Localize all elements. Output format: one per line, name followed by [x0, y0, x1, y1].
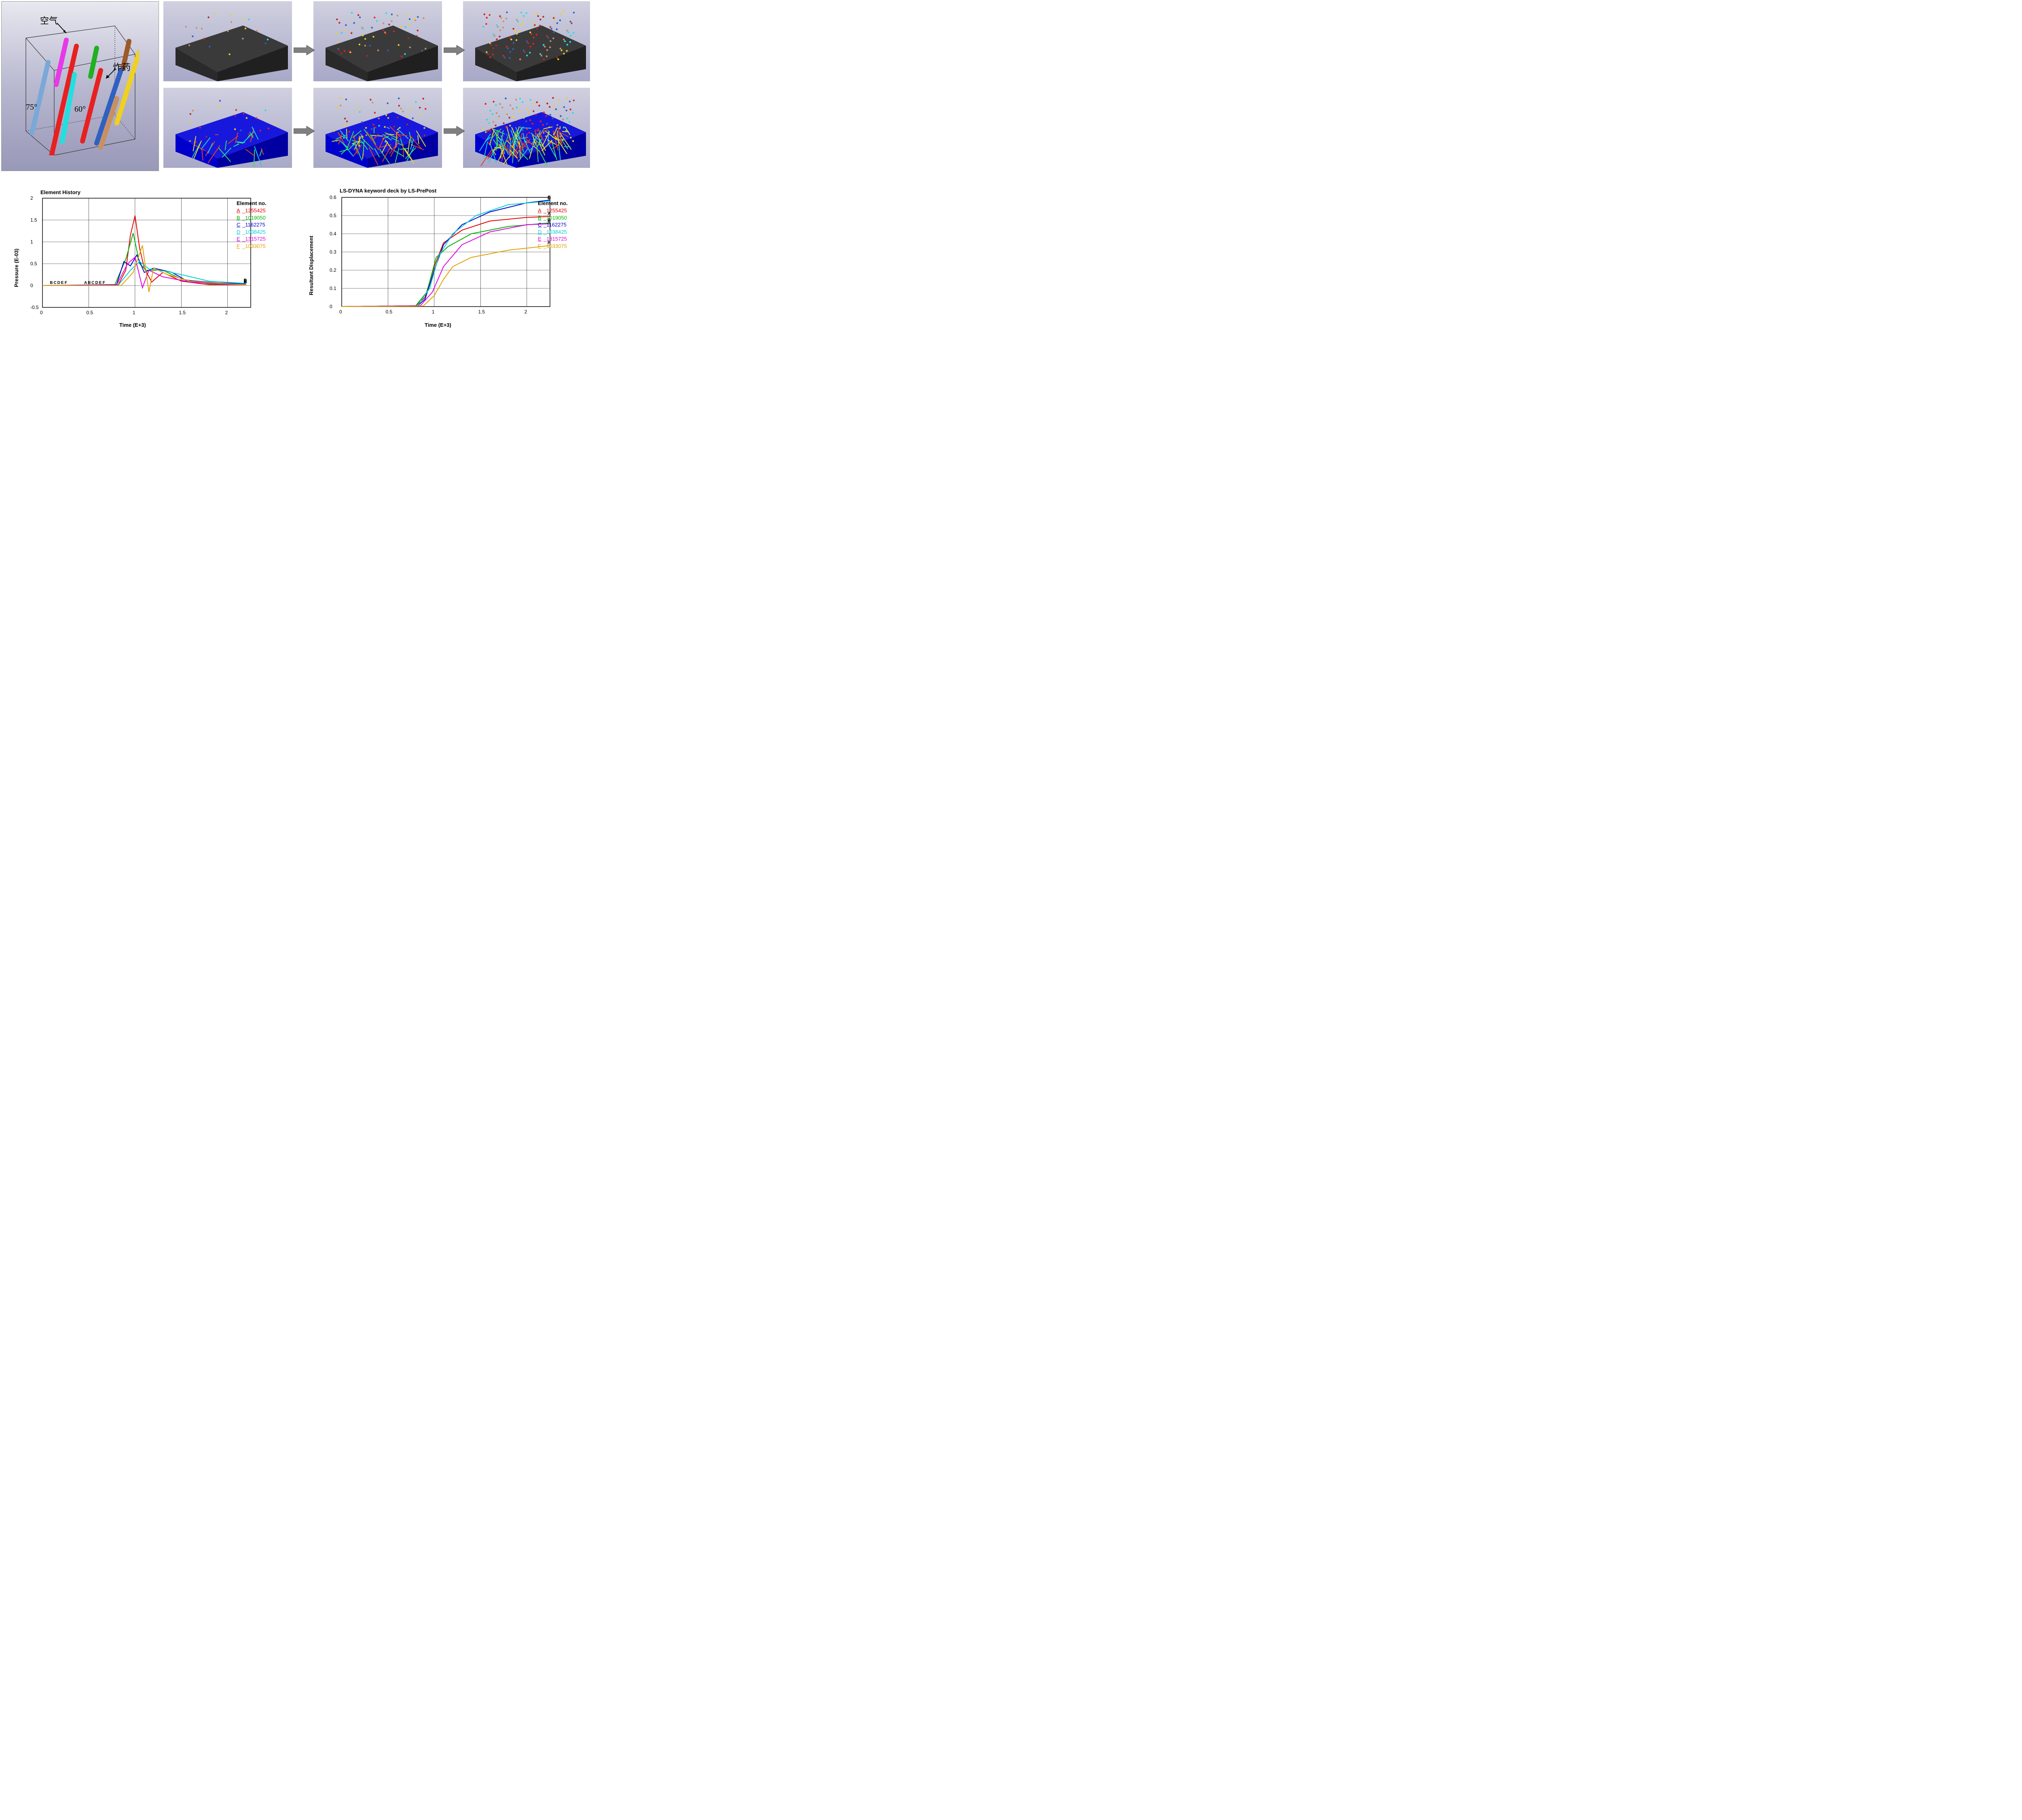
svg-text:E: E: [99, 281, 102, 285]
sim-panel-6: [463, 88, 590, 168]
rod-magenta: [56, 40, 66, 85]
chart-left-legend: Element no. A_1255425B_1019050C_1162275D…: [237, 200, 266, 250]
ytick: 0: [330, 304, 332, 309]
legend-row-F: F_1033075: [237, 243, 266, 250]
sequence-arrow-1: [294, 44, 315, 56]
series-C: [342, 200, 550, 307]
ytick: 2: [30, 195, 33, 201]
legend-row-A: A_1255425: [538, 207, 568, 214]
series-D: [342, 201, 550, 307]
xtick: 1.5: [179, 310, 186, 315]
chart-right-plot: ABCDEF: [328, 193, 554, 319]
ytick: 0.6: [330, 195, 336, 200]
ytick: 0: [30, 283, 33, 288]
svg-text:F: F: [65, 281, 67, 285]
arrow-air: [54, 21, 70, 37]
wireframe-box: [18, 18, 139, 155]
xtick: 1: [133, 310, 135, 315]
ytick: 0.4: [330, 231, 336, 237]
ytick: 1.5: [30, 217, 37, 223]
sim-panel-4: [163, 88, 292, 168]
rod-green: [91, 48, 97, 76]
svg-text:E: E: [61, 281, 64, 285]
legend-title: Element no.: [237, 200, 266, 206]
rod-lightblue: [32, 62, 48, 133]
svg-text:C: C: [91, 281, 94, 285]
legend-row-B: B_1019050: [538, 214, 568, 222]
sim-panel-2: [313, 1, 442, 81]
ytick: 0.5: [330, 213, 336, 218]
legend-row-A: A_1255425: [237, 207, 266, 214]
svg-text:B: B: [88, 281, 91, 285]
sim-panel-5: [313, 88, 442, 168]
label-angle-75: 75°: [26, 103, 37, 112]
xtick: 1.5: [478, 309, 485, 315]
chart-left-plot: ABCDEFBCDEF ABCDEF: [28, 194, 255, 320]
chart-pressure: Element History ABCDEFBCDEF ABCDEF Press…: [6, 186, 289, 330]
legend-row-F: F_1033075: [538, 243, 568, 250]
sequence-arrow-3: [294, 125, 315, 137]
ytick: 1: [30, 239, 33, 245]
svg-text:D: D: [95, 281, 98, 285]
chart-right-ylabel: Resultant Displacement: [308, 236, 314, 295]
chart-left-xlabel: Time (E+3): [119, 322, 146, 328]
legend-row-C: C_1162275: [237, 221, 266, 229]
legend-row-E: E_1315725: [538, 235, 568, 243]
ytick: 0.1: [330, 286, 336, 291]
legend-row-E: E_1315725: [237, 235, 266, 243]
xtick: 0: [339, 309, 342, 315]
ytick: 0.2: [330, 267, 336, 273]
xtick: 0.5: [385, 309, 392, 315]
legend-title: Element no.: [538, 200, 568, 206]
legend-row-D: D_1038425: [538, 229, 568, 236]
legend-row-B: B_1019050: [237, 214, 266, 222]
sim-panel-3: [463, 1, 590, 81]
svg-text:C: C: [53, 281, 56, 285]
chart-left-ylabel: Pressure (E-03): [13, 249, 19, 287]
sequence-arrow-2: [444, 44, 465, 56]
series-E: [342, 224, 550, 307]
xtick: 0: [40, 310, 43, 315]
series-B: [342, 223, 550, 307]
chart-right-legend: Element no. A_1255425B_1019050C_1162275D…: [538, 200, 568, 250]
xtick: 2: [525, 309, 527, 315]
ytick: 0.3: [330, 249, 336, 255]
sequence-arrow-4: [444, 125, 465, 137]
chart-displacement: LS-DYNA keyword deck by LS-PrePost ABCDE…: [299, 186, 588, 330]
svg-text:A: A: [84, 281, 87, 285]
figure-canvas: 空气 炸药 75° 60° 延期时间100us Element History …: [0, 0, 591, 333]
svg-text:D: D: [57, 281, 60, 285]
svg-text:B: B: [50, 281, 53, 285]
xtick: 0.5: [86, 310, 93, 315]
svg-text:F: F: [244, 279, 247, 284]
chart-right-title: LS-DYNA keyword deck by LS-PrePost: [340, 188, 436, 194]
svg-text:F: F: [103, 281, 105, 285]
label-angle-60: 60°: [74, 105, 86, 114]
series-F: [342, 245, 550, 307]
legend-row-D: D_1038425: [237, 229, 266, 236]
legend-row-C: C_1162275: [538, 221, 568, 229]
ytick: -0.5: [30, 305, 39, 310]
sim-panel-1: [163, 1, 292, 81]
panel-3d-model: 空气 炸药 75° 60°: [1, 1, 159, 171]
series-A: [42, 216, 246, 286]
chart-right-xlabel: Time (E+3): [425, 322, 451, 328]
ytick: 0.5: [30, 261, 37, 267]
xtick: 2: [225, 310, 228, 315]
arrow-explosive: [103, 66, 119, 83]
series-A: [342, 216, 550, 307]
xtick: 1: [432, 309, 435, 315]
